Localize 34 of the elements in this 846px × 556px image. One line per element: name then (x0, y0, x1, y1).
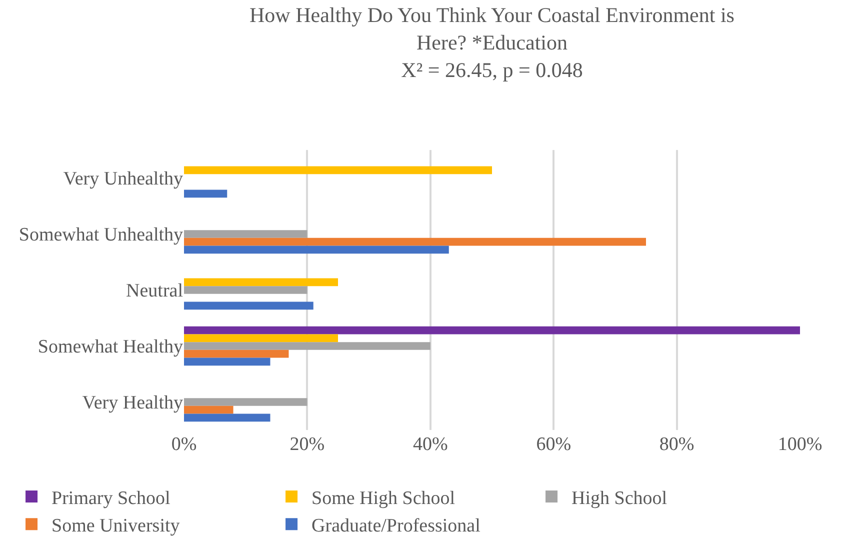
y-tick-label: Neutral (126, 280, 183, 302)
bar (184, 398, 308, 406)
x-tick-label: 100% (778, 434, 822, 455)
bar (184, 350, 289, 358)
legend-label: Some High School (312, 488, 456, 509)
bar (184, 246, 449, 254)
x-tick-label: 60% (536, 434, 572, 455)
x-tick-label: 80% (659, 434, 694, 455)
bar (184, 238, 646, 246)
bar (184, 358, 270, 366)
legend-label: Graduate/Professional (312, 516, 480, 537)
legend-label: Primary School (52, 488, 170, 509)
chart-subtitle: X² = 26.45, p = 0.048 (401, 58, 583, 82)
legend-label: High School (572, 488, 668, 509)
x-tick-label: 0% (171, 434, 197, 455)
legend-label: Some University (52, 516, 180, 537)
bar (184, 342, 430, 350)
bar (184, 302, 314, 310)
y-tick-label: Somewhat Unhealthy (18, 224, 184, 246)
y-tick-label: Very Unhealthy (63, 168, 184, 190)
bar (184, 190, 228, 198)
bar (184, 334, 338, 342)
y-tick-label: Somewhat Healthy (38, 336, 184, 358)
x-tick-label: 40% (412, 434, 448, 455)
y-tick-label: Very Healthy (82, 392, 184, 414)
bar (184, 414, 270, 422)
bar (184, 230, 308, 238)
bar (184, 278, 338, 286)
bar (184, 166, 492, 174)
bar (184, 326, 800, 334)
x-tick-label: 20% (290, 434, 325, 455)
bar (184, 406, 234, 414)
bar (184, 286, 308, 294)
chart-title: How Healthy Do You Think Your Coastal Environment is Here? *Education (250, 3, 734, 55)
